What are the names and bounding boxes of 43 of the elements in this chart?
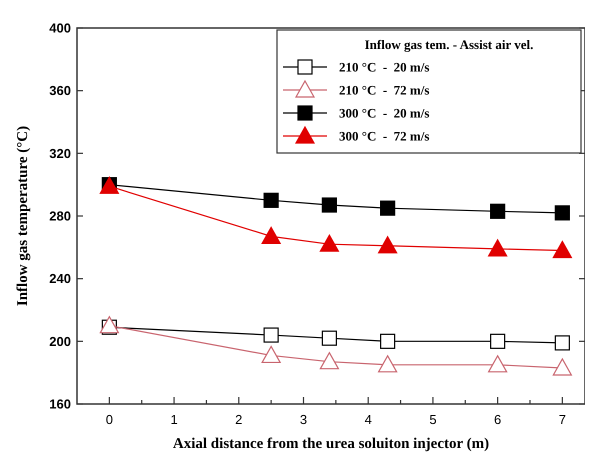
x-axis-title: Axial distance from the urea soluiton injector (m) <box>172 436 490 452</box>
x-tick-label: 7 <box>558 412 566 427</box>
point <box>488 239 508 256</box>
point <box>488 355 508 372</box>
y-tick-label: 400 <box>49 20 71 36</box>
point <box>552 240 572 258</box>
point <box>320 352 339 370</box>
point <box>554 335 570 350</box>
point <box>378 355 398 372</box>
y-tick-label: 240 <box>49 271 71 286</box>
point <box>378 236 398 254</box>
point <box>264 327 279 343</box>
point <box>264 192 279 208</box>
legend-label: 210 °C - 72 m/s <box>339 82 430 98</box>
x-tick-label: 2 <box>235 412 242 427</box>
x-tick-label: 6 <box>494 412 502 427</box>
x-tick-label: 4 <box>364 412 372 427</box>
x-tick-label: 3 <box>300 412 308 427</box>
y-tick-label: 360 <box>49 83 71 98</box>
point <box>554 205 570 220</box>
y-tick-label: 320 <box>49 146 71 161</box>
point <box>262 346 281 364</box>
point <box>490 334 506 349</box>
legend-label: 300 °C - 72 m/s <box>339 128 430 144</box>
point <box>262 226 281 244</box>
y-tick-label: 280 <box>49 208 71 224</box>
y-axis-title: Inflow gas temperature (°C) <box>15 126 31 306</box>
y-tick-label: 160 <box>49 396 71 412</box>
legend-title: Inflow gas tem. - Assist air vel. <box>364 37 534 52</box>
point <box>380 200 396 216</box>
point <box>380 334 396 349</box>
point <box>100 316 119 334</box>
point <box>322 197 337 213</box>
x-tick-label: 1 <box>170 412 178 427</box>
y-tick-label: 200 <box>49 334 71 349</box>
x-tick-label: 0 <box>106 412 113 427</box>
point <box>552 358 572 376</box>
point <box>322 330 337 346</box>
point <box>490 204 506 219</box>
x-tick-label: 5 <box>429 412 437 427</box>
legend-label: 300 °C - 20 m/s <box>339 106 430 121</box>
point <box>320 234 339 252</box>
legend-label: 210 °C - 20 m/s <box>339 60 430 75</box>
